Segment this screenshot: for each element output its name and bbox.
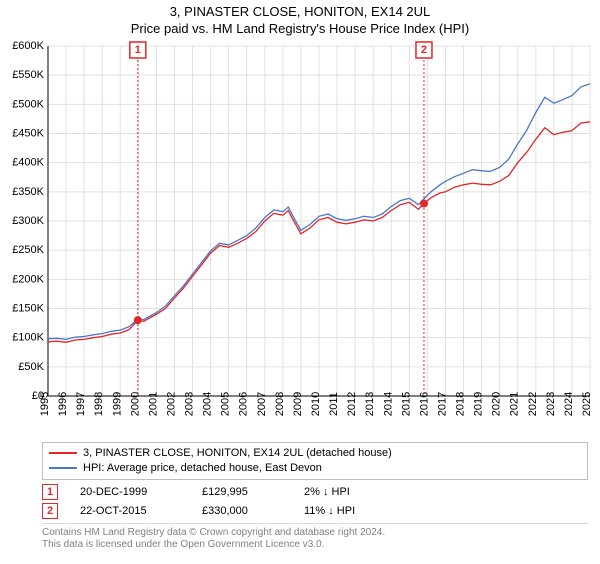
event-hpi: 2% ↓ HPI <box>304 486 350 498</box>
svg-text:2008: 2008 <box>274 392 286 416</box>
svg-text:2015: 2015 <box>400 392 412 416</box>
svg-text:2017: 2017 <box>436 392 448 416</box>
svg-text:2001: 2001 <box>147 392 159 416</box>
legend-label: 3, PINASTER CLOSE, HONITON, EX14 2UL (de… <box>83 446 392 461</box>
legend: 3, PINASTER CLOSE, HONITON, EX14 2UL (de… <box>42 442 588 480</box>
svg-text:1: 1 <box>135 44 141 56</box>
svg-text:2024: 2024 <box>563 392 575 416</box>
svg-text:2006: 2006 <box>238 392 250 416</box>
svg-text:1999: 1999 <box>111 392 123 416</box>
event-price: £330,000 <box>202 505 282 517</box>
svg-text:2025: 2025 <box>581 392 593 416</box>
price-chart: £0£50K£100K£150K£200K£250K£300K£350K£400… <box>0 40 600 440</box>
event-marker: 1 <box>42 484 58 500</box>
legend-item: 3, PINASTER CLOSE, HONITON, EX14 2UL (de… <box>49 446 581 461</box>
svg-text:£450K: £450K <box>12 128 44 140</box>
svg-text:1996: 1996 <box>57 392 69 416</box>
svg-text:2010: 2010 <box>310 392 322 416</box>
svg-text:2012: 2012 <box>346 392 358 416</box>
footer-attribution: Contains HM Land Registry data © Crown c… <box>42 523 588 552</box>
events-table: 1 20-DEC-1999 £129,995 2% ↓ HPI 2 22-OCT-2015… <box>42 484 588 519</box>
svg-text:£250K: £250K <box>12 244 44 256</box>
svg-text:2020: 2020 <box>491 392 503 416</box>
footer-line: This data is licensed under the Open Gov… <box>42 539 588 552</box>
event-hpi: 11% ↓ HPI <box>304 505 355 517</box>
svg-text:1997: 1997 <box>75 392 87 416</box>
chart-subtitle: Price paid vs. HM Land Registry's House … <box>0 21 600 36</box>
svg-text:2009: 2009 <box>292 392 304 416</box>
chart-title: 3, PINASTER CLOSE, HONITON, EX14 2UL <box>0 4 600 19</box>
svg-text:1995: 1995 <box>39 392 51 416</box>
legend-item: HPI: Average price, detached house, East… <box>49 461 581 476</box>
svg-text:2023: 2023 <box>545 392 557 416</box>
svg-text:£350K: £350K <box>12 186 44 198</box>
svg-text:2002: 2002 <box>165 392 177 416</box>
svg-text:2018: 2018 <box>455 392 467 416</box>
event-date: 20-DEC-1999 <box>80 486 180 498</box>
svg-text:£300K: £300K <box>12 215 44 227</box>
svg-text:2004: 2004 <box>202 392 214 416</box>
event-row: 1 20-DEC-1999 £129,995 2% ↓ HPI <box>42 484 588 500</box>
svg-text:£200K: £200K <box>12 273 44 285</box>
event-price: £129,995 <box>202 486 282 498</box>
svg-text:2022: 2022 <box>527 392 539 416</box>
svg-text:2003: 2003 <box>184 392 196 416</box>
footer-line: Contains HM Land Registry data © Crown c… <box>42 527 588 540</box>
svg-text:1998: 1998 <box>93 392 105 416</box>
svg-text:£150K: £150K <box>12 303 44 315</box>
svg-text:2007: 2007 <box>256 392 268 416</box>
svg-text:£50K: £50K <box>18 361 44 373</box>
svg-text:2016: 2016 <box>418 392 430 416</box>
svg-text:2005: 2005 <box>220 392 232 416</box>
svg-text:2000: 2000 <box>129 392 141 416</box>
event-date: 22-OCT-2015 <box>80 505 180 517</box>
svg-text:2014: 2014 <box>382 392 394 416</box>
svg-text:£500K: £500K <box>12 98 44 110</box>
legend-swatch <box>49 467 77 469</box>
svg-text:2019: 2019 <box>473 392 485 416</box>
legend-label: HPI: Average price, detached house, East… <box>83 461 322 476</box>
svg-text:£600K: £600K <box>12 40 44 52</box>
svg-text:£100K: £100K <box>12 332 44 344</box>
svg-text:2021: 2021 <box>509 392 521 416</box>
svg-text:2: 2 <box>421 44 427 56</box>
event-row: 2 22-OCT-2015 £330,000 11% ↓ HPI <box>42 503 588 519</box>
legend-swatch <box>49 452 77 454</box>
svg-text:£400K: £400K <box>12 157 44 169</box>
event-marker: 2 <box>42 503 58 519</box>
svg-text:2013: 2013 <box>364 392 376 416</box>
svg-text:£550K: £550K <box>12 69 44 81</box>
